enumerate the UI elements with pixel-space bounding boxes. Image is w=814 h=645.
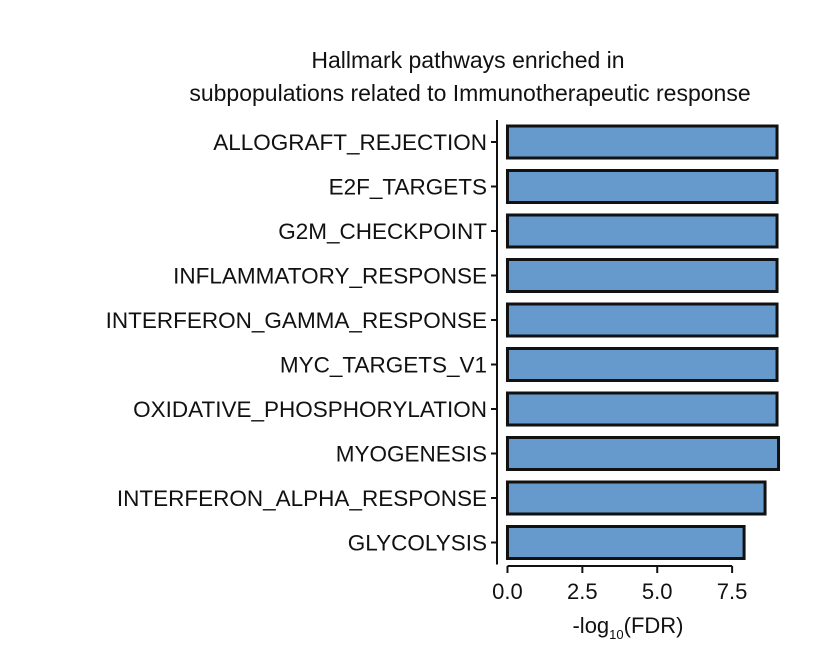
category-label: GLYCOLYSIS <box>348 531 487 556</box>
bar-oxidative-phosphorylation <box>505 391 779 427</box>
category-label: MYOGENESIS <box>336 442 487 467</box>
bar-interferon-alpha-response <box>505 480 767 516</box>
x-axis-title-prefix: -log <box>572 613 609 638</box>
x-axis-title: -log10(FDR) <box>572 613 683 642</box>
x-axis-title-subscript: 10 <box>609 627 623 642</box>
x-tick-label: 0.0 <box>492 579 523 604</box>
category-labels: ALLOGRAFT_REJECTION E2F_TARGETS G2M_CHECKP… <box>106 130 488 556</box>
bar-myogenesis <box>505 436 781 471</box>
bar-e2f-targets <box>505 169 779 204</box>
category-label: E2F_TARGETS <box>329 175 487 200</box>
category-label: INFLAMMATORY_RESPONSE <box>173 264 487 289</box>
bars-group <box>505 124 781 560</box>
bar-inflammatory-response <box>505 258 779 293</box>
x-tick-label: 5.0 <box>642 579 673 604</box>
bar-myc-targets-v1 <box>505 347 779 382</box>
category-label: INTERFERON_ALPHA_RESPONSE <box>117 486 487 511</box>
bar-g2m-checkpoint <box>505 213 779 249</box>
category-label: ALLOGRAFT_REJECTION <box>213 130 487 155</box>
bar-interferon-gamma-response <box>505 302 779 338</box>
x-tick-label: 2.5 <box>567 579 598 604</box>
chart-title-line-1: Hallmark pathways enriched in <box>311 47 624 73</box>
x-axis-title-suffix: (FDR) <box>624 613 684 638</box>
bar-glycolysis <box>505 525 746 560</box>
x-axis: 0.0 2.5 5.0 7.5 <box>492 565 748 604</box>
category-label: G2M_CHECKPOINT <box>278 219 487 244</box>
category-label: OXIDATIVE_PHOSPHORYLATION <box>133 397 487 422</box>
bar-allograft-rejection <box>505 124 779 160</box>
category-label: INTERFERON_GAMMA_RESPONSE <box>106 308 487 333</box>
y-axis <box>491 120 498 565</box>
x-tick-label: 7.5 <box>717 579 748 604</box>
category-label: MYC_TARGETS_V1 <box>280 353 487 378</box>
chart-title: Hallmark pathways enriched in subpopulat… <box>189 47 750 106</box>
chart-title-line-2: subpopulations related to Immunotherapeu… <box>189 80 750 106</box>
